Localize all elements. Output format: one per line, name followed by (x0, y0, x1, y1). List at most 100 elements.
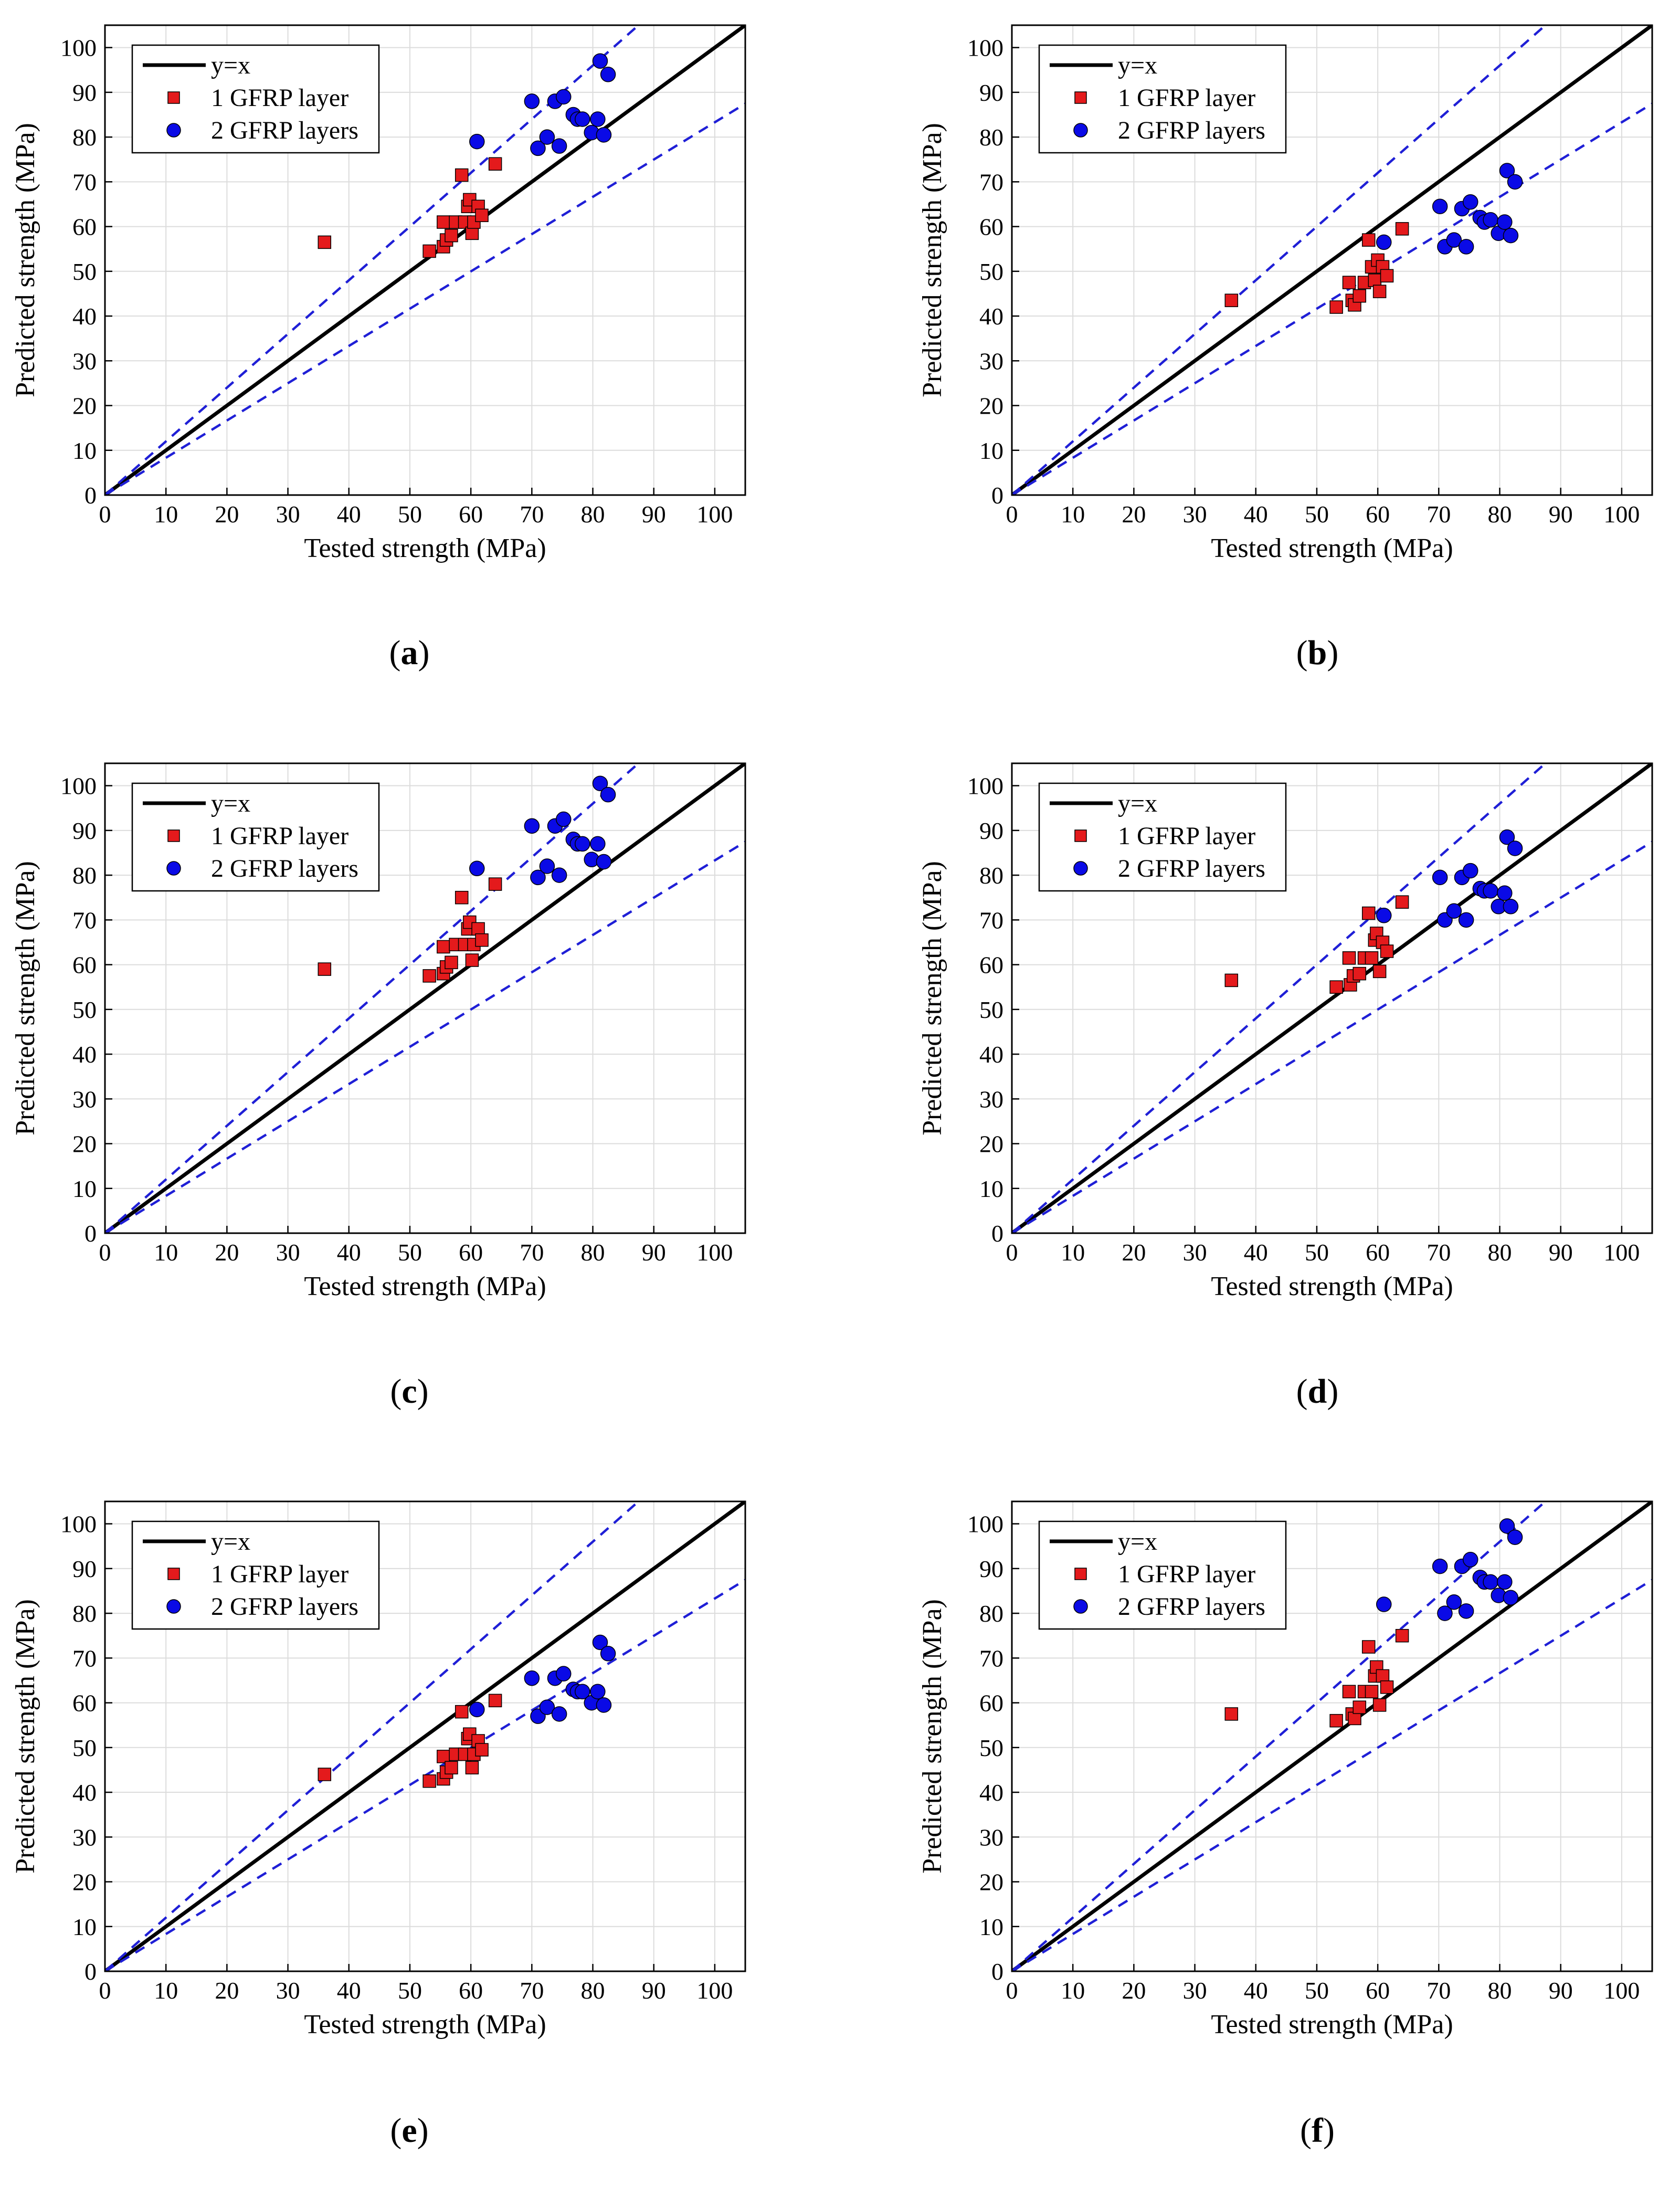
chart-panel-d: 0 10 20 30 40 50 60 70 80 90 100 0 10 20 30 40 50 60 70 80 9… (917, 762, 1653, 1301)
axes-box (1011, 762, 1653, 1234)
legend-label: y=x (211, 51, 250, 79)
x-tick-label: 80 (1488, 501, 1512, 528)
panel-caption: (e) (390, 2111, 428, 2150)
y-tick-label: 20 (72, 1131, 97, 1158)
legend-label: y=x (1118, 1528, 1157, 1556)
reference-lines (1012, 763, 1652, 1233)
legend-label: 1 GFRP layer (1118, 822, 1255, 850)
series-2-gfrp-layers (469, 53, 616, 156)
bound-line-2 (1012, 102, 1652, 495)
x-tick-label: 20 (1122, 1239, 1146, 1266)
x-tick-label: 10 (154, 1239, 178, 1266)
x-tick-label: 80 (581, 1239, 605, 1266)
y-tick-label: 40 (979, 303, 1003, 330)
data-point-circle (524, 818, 540, 834)
data-point-square (1342, 276, 1356, 289)
data-point-circle (590, 111, 606, 127)
y-tick-label: 0 (991, 1958, 1003, 1985)
legend-label: 1 GFRP layer (1118, 84, 1255, 112)
y-tick-label: 70 (979, 907, 1003, 933)
x-tick-label: 90 (642, 1239, 666, 1266)
x-tick-label: 90 (642, 501, 666, 528)
y-tick-label: 30 (72, 1086, 97, 1112)
data-point-square (1395, 895, 1409, 909)
series-2-gfrp-layers (469, 775, 616, 886)
data-point-square (475, 208, 489, 223)
y-tick-label: 40 (72, 303, 97, 330)
x-tick-label: 40 (337, 1239, 361, 1266)
data-point-square (488, 877, 502, 891)
data-point-square (422, 969, 436, 983)
legend-label: 2 GFRP layers (1118, 1593, 1265, 1621)
x-tick-label: 50 (1305, 1977, 1329, 2004)
x-tick-label: 80 (1488, 1977, 1512, 2004)
x-tick-label: 0 (1006, 1977, 1018, 2004)
data-points (318, 53, 616, 258)
legend-label: y=x (211, 790, 250, 817)
data-point-circle (1376, 234, 1392, 250)
legend-label: 2 GFRP layers (211, 117, 358, 144)
data-point-circle (575, 111, 590, 127)
y-tick-label: 60 (979, 952, 1003, 979)
legend-circle-swatch (1073, 1599, 1088, 1614)
data-point-circle (590, 836, 606, 852)
axes-box (104, 24, 746, 496)
grid (1012, 1501, 1652, 1971)
data-point-circle (1458, 912, 1474, 928)
legend-label: 1 GFRP layer (211, 84, 348, 112)
legend-label: 2 GFRP layers (211, 855, 358, 882)
x-tick-label: 80 (581, 501, 605, 528)
y-tick-label: 40 (72, 1779, 97, 1806)
x-tick-label: 100 (696, 1977, 733, 2004)
x-tick-label: 90 (642, 1977, 666, 2004)
x-tick-label: 0 (99, 1239, 111, 1266)
data-point-circle (530, 869, 546, 886)
y-tick-label: 90 (979, 1556, 1003, 1582)
x-tick-label: 70 (1427, 1239, 1451, 1266)
data-point-square (1224, 1707, 1239, 1721)
legend-label: y=x (1118, 790, 1157, 817)
data-point-square (1376, 1669, 1390, 1683)
y-tick-label: 80 (979, 1600, 1003, 1627)
y-tick-label: 80 (72, 124, 97, 151)
data-points (318, 1634, 616, 1788)
data-point-square (1365, 951, 1379, 965)
series-1-gfrp-layer (1224, 222, 1409, 314)
x-tick-label: 100 (696, 501, 733, 528)
x-tick-label: 40 (1244, 1239, 1268, 1266)
panel-caption: (f) (1300, 2111, 1335, 2150)
data-point-square (1329, 1714, 1343, 1728)
legend-square-swatch (1074, 829, 1087, 842)
y-tick-label: 40 (72, 1041, 97, 1068)
panel-letter: b (1308, 634, 1327, 672)
legend-circle-swatch (1073, 861, 1088, 876)
x-tick-label: 10 (154, 1977, 178, 2004)
x-tick-label: 70 (520, 501, 544, 528)
y-axis-label: Predicted strength (MPa) (10, 861, 40, 1136)
data-point-square (1224, 293, 1239, 307)
legend: y=x 1 GFRP layer 2 GFRP layers (1038, 1520, 1287, 1630)
data-point-circle (539, 858, 555, 874)
x-tick-label: 30 (1183, 501, 1207, 528)
data-point-square (1395, 222, 1409, 236)
x-tick-label: 10 (1061, 1977, 1085, 2004)
data-point-square (475, 933, 489, 947)
data-point-circle (556, 1666, 572, 1681)
data-point-circle (1432, 198, 1448, 214)
y-tick-label: 50 (979, 996, 1003, 1023)
data-point-circle (530, 140, 546, 156)
legend: y=x 1 GFRP layer 2 GFRP layers (1038, 782, 1287, 892)
x-tick-label: 30 (276, 501, 300, 528)
y-axis-label: Predicted strength (MPa) (917, 861, 947, 1136)
data-point-circle (1503, 899, 1519, 915)
x-tick-label: 60 (1366, 501, 1390, 528)
grid (105, 1501, 745, 1971)
y-tick-label: 70 (72, 1645, 97, 1672)
y-tick-label: 10 (979, 1914, 1003, 1940)
x-tick-label: 30 (276, 1239, 300, 1266)
data-point-circle (1446, 232, 1462, 248)
data-point-circle (1446, 1594, 1462, 1610)
x-axis-label: Tested strength (MPa) (304, 1271, 546, 1301)
chart-panel-c: 0 10 20 30 40 50 60 70 80 90 100 0 10 20 30 40 50 60 70 80 9… (10, 762, 746, 1301)
data-point-circle (1503, 1590, 1519, 1606)
